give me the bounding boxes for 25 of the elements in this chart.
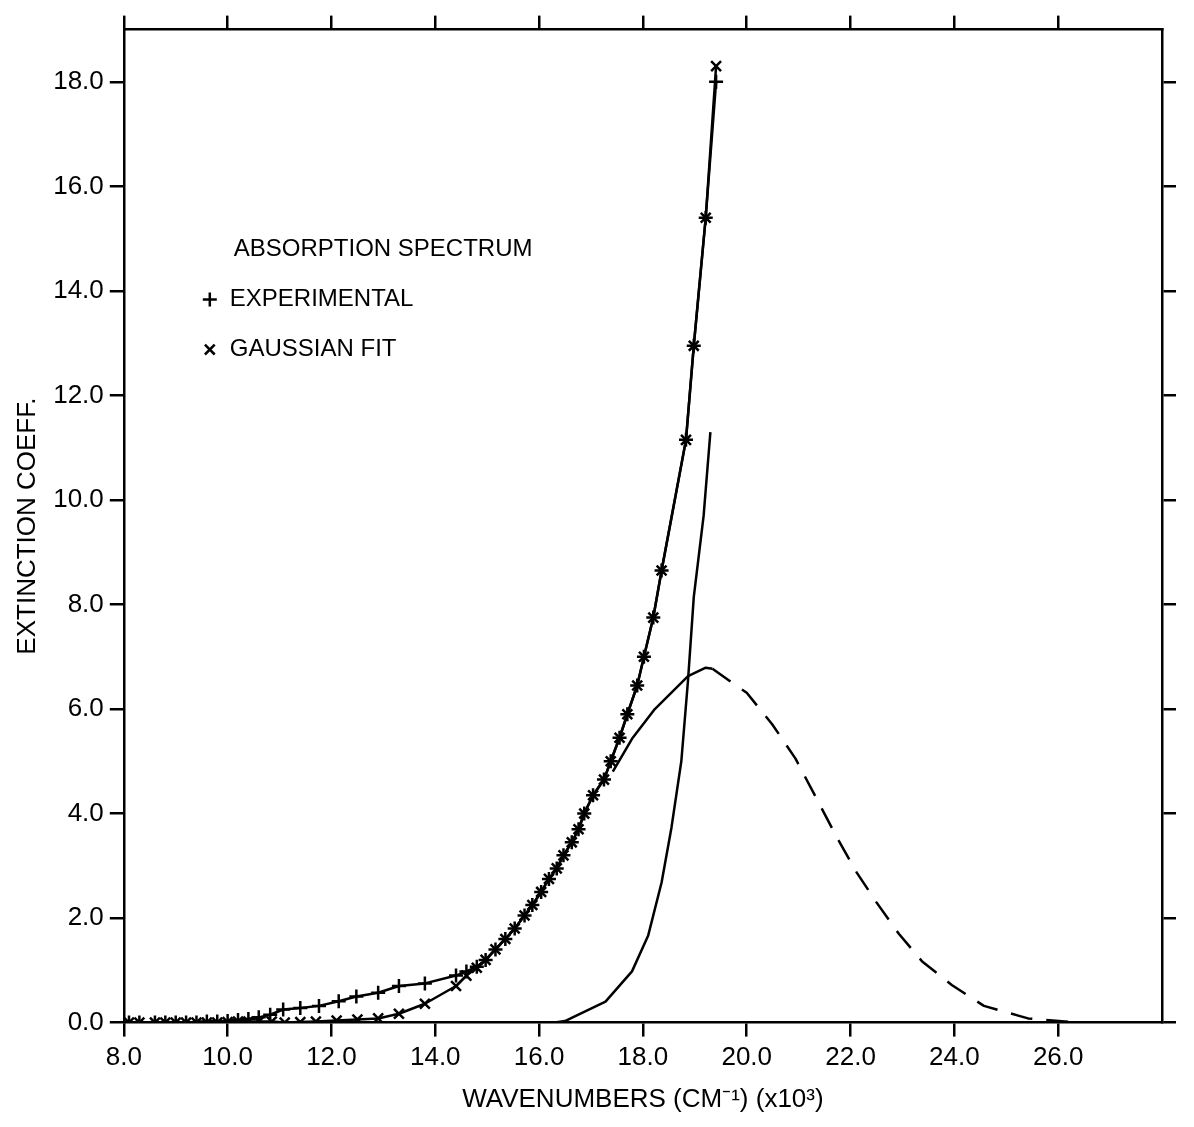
y-tick-label: 10.0 bbox=[53, 483, 104, 514]
y-tick-label: 16.0 bbox=[53, 169, 104, 200]
x-tick-label: 14.0 bbox=[409, 1041, 461, 1072]
y-tick-label: 2.0 bbox=[67, 901, 104, 932]
x-tick-label: 24.0 bbox=[929, 1041, 980, 1072]
x-tick-label: 26.0 bbox=[1032, 1041, 1084, 1072]
x-tick-label: 10.0 bbox=[202, 1041, 253, 1072]
y-tick-label: 4.0 bbox=[67, 796, 104, 827]
x-tick-label: 8.0 bbox=[105, 1041, 142, 1072]
x-tick-label: 20.0 bbox=[721, 1041, 773, 1072]
y-tick-label: 6.0 bbox=[67, 692, 104, 723]
y-tick-label: 18.0 bbox=[53, 65, 104, 96]
x-tick-label: 22.0 bbox=[825, 1041, 876, 1072]
legend-title: ABSORPTION SPECTRUM bbox=[233, 234, 533, 262]
y-tick-label: 8.0 bbox=[67, 587, 104, 618]
y-tick-label: 14.0 bbox=[53, 274, 104, 305]
x-tick-label: 12.0 bbox=[306, 1041, 357, 1072]
x-tick-label: 16.0 bbox=[513, 1041, 565, 1072]
y-tick-label: 12.0 bbox=[53, 378, 104, 409]
y-tick-label: 0.0 bbox=[67, 1005, 104, 1036]
x-tick-label: 18.0 bbox=[617, 1041, 669, 1072]
legend-label: EXPERIMENTAL bbox=[229, 284, 414, 312]
y-axis-title: EXTINCTION COEFF. bbox=[10, 397, 41, 655]
x-axis-title: WAVENUMBERS (CM⁻¹) (x10³) bbox=[462, 1082, 824, 1113]
legend-label: GAUSSIAN FIT bbox=[229, 334, 397, 362]
